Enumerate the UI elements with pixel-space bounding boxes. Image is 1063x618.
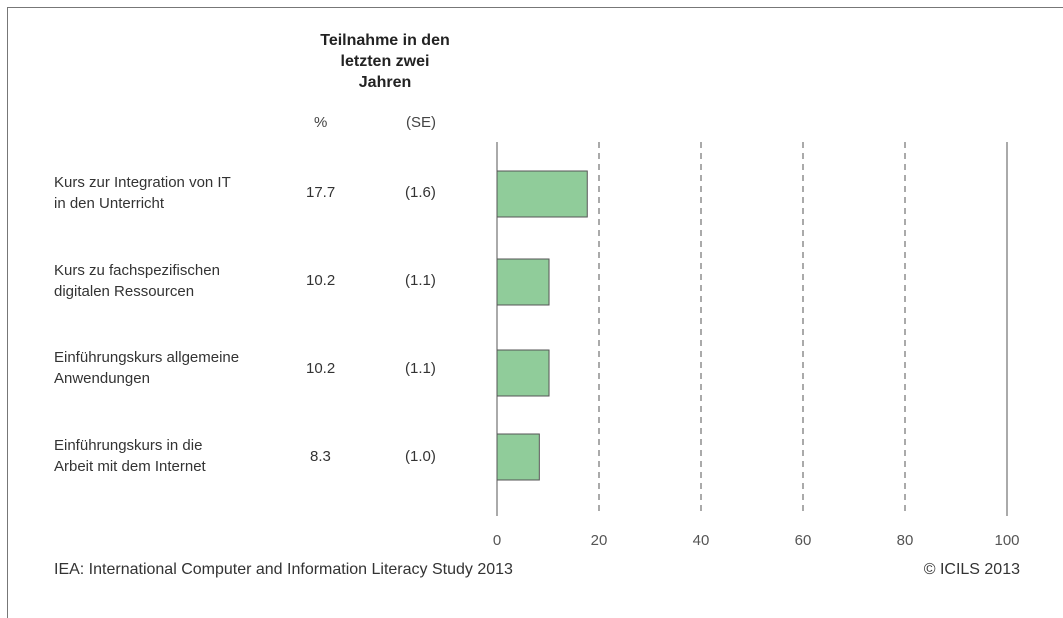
category-label-line: Arbeit mit dem Internet bbox=[54, 458, 206, 475]
x-tick-label: 40 bbox=[693, 532, 710, 549]
bar bbox=[496, 433, 540, 481]
column-header-line-2: letzten zwei bbox=[340, 53, 430, 70]
column-header-line-3: Jahren bbox=[358, 74, 412, 91]
column-header: Teilnahme in den letzten zwei Jahren bbox=[300, 30, 470, 93]
bar bbox=[496, 170, 588, 218]
copyright-note: © ICILS 2013 bbox=[923, 561, 1020, 578]
category-label: Einführungskurs allgemeine Anwendungen bbox=[54, 347, 304, 389]
category-label-line: digitalen Ressourcen bbox=[54, 283, 195, 300]
chart-frame bbox=[7, 7, 1063, 618]
source-note: IEA: International Computer and Informat… bbox=[54, 561, 513, 578]
se-value: (1.0) bbox=[405, 448, 436, 465]
percent-value: 10.2 bbox=[306, 360, 336, 377]
bar bbox=[496, 349, 550, 397]
se-column-label: (SE) bbox=[406, 114, 436, 131]
bar bbox=[496, 258, 550, 306]
x-tick-label: 0 bbox=[493, 532, 501, 549]
column-header-line-1: Teilnahme in den bbox=[320, 32, 450, 49]
percent-value: 10.2 bbox=[306, 272, 336, 289]
se-value: (1.6) bbox=[405, 184, 436, 201]
category-label-line: Kurs zu fachspezifischen bbox=[54, 262, 220, 279]
x-tick-label: 100 bbox=[994, 532, 1019, 549]
x-tick-label: 60 bbox=[795, 532, 812, 549]
category-label: Kurs zur Integration von IT in den Unter… bbox=[54, 172, 304, 214]
percent-value: 8.3 bbox=[310, 448, 331, 465]
category-label-line: Anwendungen bbox=[54, 370, 150, 387]
x-tick-label: 20 bbox=[591, 532, 608, 549]
category-label-line: Einführungskurs in die bbox=[54, 437, 203, 454]
se-value: (1.1) bbox=[405, 360, 436, 377]
x-tick-label: 80 bbox=[897, 532, 914, 549]
category-label-line: in den Unterricht bbox=[54, 195, 165, 212]
category-label: Kurs zu fachspezifischen digitalen Resso… bbox=[54, 260, 304, 302]
category-label-line: Kurs zur Integration von IT bbox=[54, 174, 231, 191]
se-value: (1.1) bbox=[405, 272, 436, 289]
category-label-line: Einführungskurs allgemeine bbox=[54, 349, 240, 366]
category-label: Einführungskurs in die Arbeit mit dem In… bbox=[54, 435, 304, 477]
percent-value: 17.7 bbox=[306, 184, 336, 201]
percent-column-label: % bbox=[314, 114, 328, 131]
